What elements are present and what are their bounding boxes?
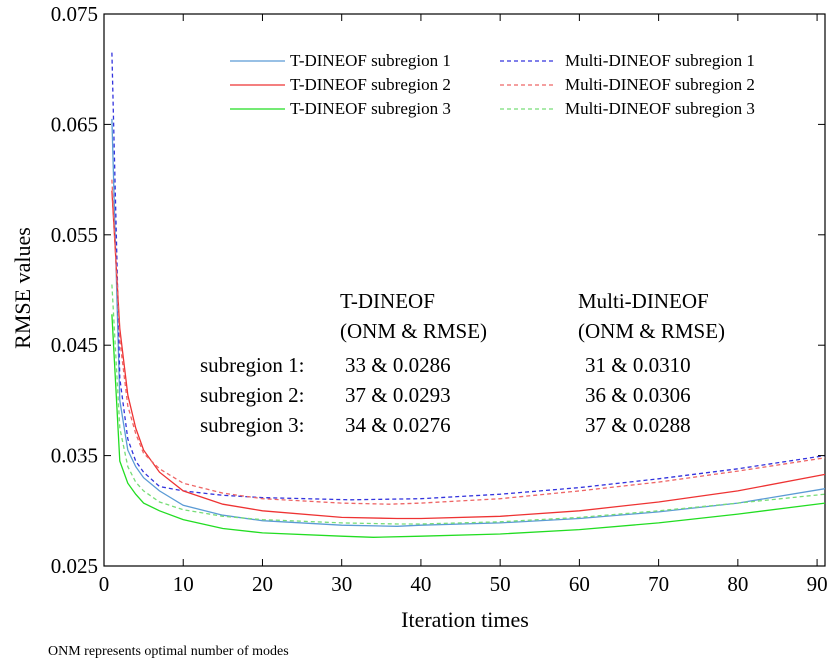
annotation-table: T-DINEOF (ONM & RMSE) Multi-DINEOF (ONM … bbox=[200, 289, 725, 437]
series-line bbox=[111, 314, 826, 538]
annotation-row-label: subregion 3: bbox=[200, 413, 304, 437]
plot-frame bbox=[103, 13, 826, 567]
annotation-row-m-value: 31 & 0.0310 bbox=[585, 353, 691, 377]
axis-ticks: 0 10 20 30 40 50 60 70 80 90 0.025 0.035 0.045 0.055 0… bbox=[51, 2, 828, 596]
footnote: ONM represents optimal number of modes bbox=[48, 644, 289, 659]
series-line bbox=[111, 190, 826, 520]
legend-label: Multi-DINEOF subregion 3 bbox=[565, 99, 755, 118]
y-tick-label: 0.045 bbox=[51, 333, 98, 357]
annotation-row-label: subregion 1: bbox=[200, 353, 304, 377]
legend: T-DINEOF subregion 1 T-DINEOF subregion 2… bbox=[230, 51, 755, 118]
x-tick-label: 70 bbox=[648, 572, 669, 596]
legend-label: T-DINEOF subregion 1 bbox=[290, 51, 451, 70]
x-tick-label: 20 bbox=[252, 572, 273, 596]
annotation-row-t-value: 34 & 0.0276 bbox=[345, 413, 451, 437]
annotation-col1-sub: (ONM & RMSE) bbox=[340, 319, 487, 343]
series-line bbox=[111, 284, 826, 525]
annotation-col2-sub: (ONM & RMSE) bbox=[578, 319, 725, 343]
legend-label: T-DINEOF subregion 2 bbox=[290, 75, 451, 94]
x-tick-label: 30 bbox=[331, 572, 352, 596]
y-axis-label: RMSE values bbox=[10, 227, 35, 349]
x-tick-label: 90 bbox=[807, 572, 828, 596]
annotation-row-t-value: 33 & 0.0286 bbox=[345, 353, 451, 377]
annotation-row-t-value: 37 & 0.0293 bbox=[345, 383, 451, 407]
x-tick-label: 80 bbox=[727, 572, 748, 596]
x-tick-label: 10 bbox=[173, 572, 194, 596]
annotation-row-m-value: 36 & 0.0306 bbox=[585, 383, 691, 407]
series-lines bbox=[111, 52, 826, 538]
annotation-row-label: subregion 2: bbox=[200, 383, 304, 407]
series-line bbox=[111, 118, 826, 527]
series-line bbox=[111, 52, 826, 501]
legend-label: Multi-DINEOF subregion 1 bbox=[565, 51, 755, 70]
plot-area-border bbox=[103, 13, 826, 567]
y-tick-label: 0.055 bbox=[51, 223, 98, 247]
annotation-col2-header: Multi-DINEOF bbox=[578, 289, 709, 313]
y-tick-label: 0.025 bbox=[51, 554, 98, 578]
x-tick-label: 50 bbox=[490, 572, 511, 596]
y-tick-label: 0.075 bbox=[51, 2, 98, 26]
y-tick-label: 0.035 bbox=[51, 444, 98, 468]
series-line bbox=[111, 179, 826, 505]
x-tick-label: 40 bbox=[410, 572, 431, 596]
annotation-row-m-value: 37 & 0.0288 bbox=[585, 413, 691, 437]
x-axis-label: Iteration times bbox=[401, 607, 529, 632]
legend-label: T-DINEOF subregion 3 bbox=[290, 99, 451, 118]
x-tick-label: 60 bbox=[569, 572, 590, 596]
x-tick-label: 0 bbox=[99, 572, 110, 596]
legend-label: Multi-DINEOF subregion 2 bbox=[565, 75, 755, 94]
annotation-col1-header: T-DINEOF bbox=[340, 289, 435, 313]
y-tick-label: 0.065 bbox=[51, 112, 98, 136]
